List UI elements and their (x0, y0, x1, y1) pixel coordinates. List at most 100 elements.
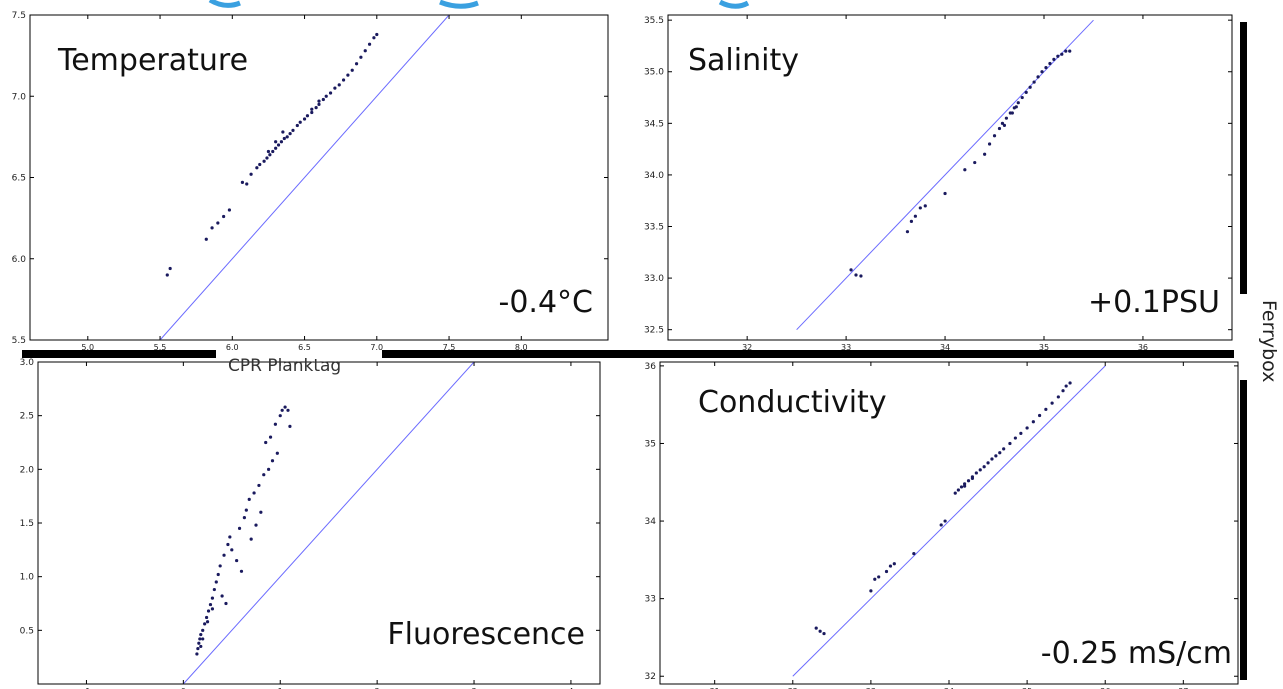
data-point (262, 473, 266, 477)
data-point (247, 497, 251, 501)
x-tick-label: 37 (1178, 687, 1188, 689)
data-point (239, 569, 244, 573)
x-tick-label: 2 (375, 687, 380, 689)
data-point (963, 168, 967, 172)
data-point (324, 94, 328, 98)
data-point (275, 451, 279, 455)
data-point (913, 214, 917, 218)
data-point (230, 548, 234, 552)
data-point (317, 102, 321, 106)
data-point (1013, 436, 1017, 440)
y-tick-label: 6.5 (12, 174, 26, 184)
data-point (222, 553, 226, 557)
x-tick-label: 0 (181, 687, 186, 689)
x-tick-label: 36 (1100, 687, 1110, 689)
data-point (963, 482, 967, 486)
data-point (255, 166, 259, 170)
data-point (341, 78, 346, 82)
panel-title: Salinity (688, 43, 799, 78)
data-point (199, 644, 203, 649)
data-point (943, 519, 947, 523)
data-point (978, 468, 982, 472)
data-point (291, 128, 295, 132)
data-point (222, 214, 226, 219)
x-tick-label: 7.5 (443, 343, 456, 352)
data-point (1064, 384, 1068, 388)
data-point (1024, 90, 1028, 94)
data-point (271, 149, 275, 154)
data-point (359, 55, 363, 59)
data-point (305, 114, 310, 118)
data-point (249, 172, 253, 176)
data-point (905, 230, 910, 234)
x-tick-label: 7.0 (370, 343, 383, 352)
data-point (210, 607, 215, 611)
data-point (912, 552, 916, 556)
data-point (328, 91, 333, 95)
data-point (354, 62, 359, 66)
data-point (959, 485, 964, 489)
data-point (822, 631, 826, 636)
panel-title: Fluorescence (387, 617, 585, 652)
data-point (244, 508, 248, 512)
data-point (1020, 95, 1024, 100)
data-point (963, 484, 967, 488)
x-tick-label: 6.5 (298, 343, 311, 352)
data-point (298, 120, 302, 124)
y-tick-label: 34.5 (644, 119, 664, 129)
data-point (201, 637, 205, 641)
data-point (1044, 66, 1048, 70)
data-point (1044, 407, 1048, 411)
y-tick-label: 32 (645, 672, 656, 682)
data-point (267, 467, 271, 471)
data-point (268, 435, 273, 439)
data-point (279, 140, 284, 144)
identity-line (159, 15, 450, 340)
data-point (884, 569, 889, 574)
data-point (956, 488, 960, 492)
data-point (242, 516, 246, 520)
data-point (873, 577, 877, 581)
y-tick-label: 1.5 (20, 519, 34, 529)
data-point (321, 97, 325, 102)
x-tick-label: 5.5 (154, 343, 167, 352)
data-point (990, 457, 994, 461)
data-point (283, 405, 287, 409)
data-point (266, 149, 271, 154)
x-tick-label: 33 (841, 343, 851, 352)
y-tick-label: 2.0 (20, 465, 35, 475)
data-point (252, 491, 256, 495)
data-point (1052, 57, 1056, 61)
x-tick-label: 34 (944, 687, 954, 689)
x-tick-label: 1 (278, 687, 283, 689)
data-point (258, 162, 262, 167)
data-point (205, 620, 210, 624)
data-point (165, 273, 169, 277)
data-point (974, 471, 978, 475)
data-point (1000, 121, 1005, 125)
data-point (317, 99, 321, 103)
data-point (196, 646, 200, 651)
ferrybox-label: Ferrybox (1258, 300, 1280, 383)
data-point (970, 476, 975, 480)
data-point (1031, 420, 1035, 424)
data-point (237, 526, 242, 530)
y-tick-label: 7.0 (12, 92, 27, 102)
data-point (257, 483, 261, 488)
data-point (1008, 441, 1012, 446)
data-point (240, 180, 245, 184)
data-point (245, 182, 249, 186)
data-point (262, 159, 266, 163)
data-point (203, 622, 207, 626)
data-point (235, 558, 239, 563)
data-point (288, 132, 292, 136)
data-point (201, 628, 205, 632)
data-point (295, 123, 299, 128)
data-point (923, 204, 927, 208)
data-point (1025, 426, 1029, 430)
data-point (1060, 52, 1064, 56)
data-point (333, 86, 337, 90)
data-point (939, 523, 943, 527)
data-point (273, 422, 277, 426)
